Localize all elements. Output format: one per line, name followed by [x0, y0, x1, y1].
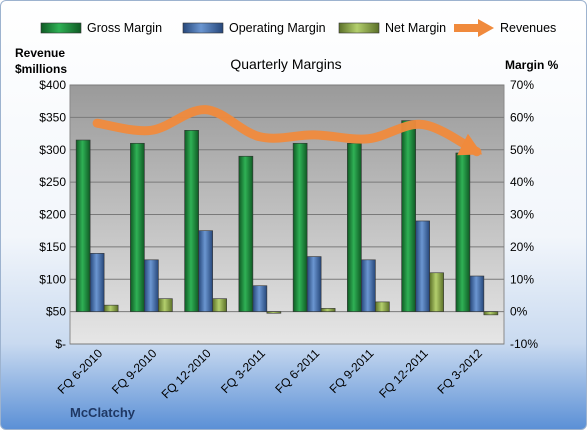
operating-margin-bar [198, 230, 213, 312]
revenues-arrowhead [457, 133, 483, 156]
gross-margin-bar [130, 142, 145, 312]
right-tick-label: 60% [510, 110, 534, 124]
gross-margin-bar [75, 139, 91, 312]
x-tick-label: FQ 12-2011 [376, 346, 431, 401]
x-tick-label: FQ 6-2010 [55, 346, 106, 397]
operating-margin-bar [469, 275, 485, 312]
right-tick-label: -10% [510, 337, 538, 351]
left-tick-label: $200 [39, 208, 66, 222]
x-tick-label: FQ 3-2011 [218, 346, 268, 396]
net-margin-bar [212, 298, 227, 312]
right-axis-title: Margin % [505, 58, 559, 72]
gross-margin-bar [238, 155, 254, 312]
right-axis-ticks: -10% 0% 10% 20% 30% 40% 50% 60% 70% [510, 78, 538, 351]
left-axis-ticks: $- $50 $100 $150 $200 $250 $300 $350 $400 [39, 78, 66, 351]
right-tick-label: 70% [510, 78, 534, 92]
revenues-line [92, 105, 482, 157]
operating-margin-legend-label: Operating Margin [229, 21, 326, 35]
bars [75, 120, 499, 316]
right-tick-label: 20% [510, 240, 534, 254]
left-tick-label: $300 [39, 143, 66, 157]
gross-margin-bar [455, 152, 471, 312]
left-tick-label: $350 [39, 110, 66, 124]
left-tick-label: $- [55, 337, 66, 351]
revenue-line [92, 105, 483, 157]
net-margin-legend-swatch [338, 22, 380, 34]
revenues-legend-arrow [478, 19, 494, 37]
net-margin-bar [266, 311, 282, 314]
left-tick-label: $250 [39, 175, 66, 189]
net-margin-bar [429, 272, 444, 312]
left-tick-label: $100 [39, 272, 66, 286]
x-axis-ticks: FQ 6-2010 FQ 9-2010 FQ 12-2010 FQ 3-2011 FQ … [55, 346, 485, 401]
left-tick-label: $150 [39, 240, 66, 254]
operating-margin-bar [89, 253, 105, 312]
net-margin-bar [320, 308, 336, 312]
net-margin-bar [483, 311, 499, 316]
net-margin-bar [103, 304, 119, 312]
left-axis-title-line2: $millions [15, 62, 67, 76]
x-tick-label: FQ 9-2011 [327, 346, 377, 396]
gross-margin-bar [184, 130, 199, 312]
right-tick-label: 30% [510, 208, 534, 222]
operating-margin-bar [144, 259, 159, 312]
legend: Gross Margin Operating Margin Net Margin Re… [40, 19, 556, 37]
gross-margin-bar [401, 120, 416, 312]
gross-margin-legend-label: Gross Margin [87, 21, 162, 35]
right-tick-label: 50% [510, 143, 534, 157]
left-axis-title-line1: Revenue [15, 46, 65, 60]
revenues-legend-label: Revenues [500, 21, 556, 35]
operating-margin-bar [306, 256, 322, 312]
right-tick-label: 0% [510, 305, 528, 319]
gross-margin-bar [292, 142, 308, 312]
net-margin-legend-label: Net Margin [385, 21, 446, 35]
right-tick-label: 10% [510, 272, 534, 286]
net-margin-bar [375, 301, 390, 312]
chart-title: Quarterly Margins [230, 56, 341, 72]
left-tick-label: $400 [39, 78, 66, 92]
operating-margin-legend-swatch [182, 22, 224, 34]
gross-margin-bar [347, 142, 362, 312]
x-tick-label: FQ 6-2011 [272, 346, 322, 396]
gross-margin-legend-swatch [40, 22, 82, 34]
company-name: McClatchy [70, 405, 136, 420]
x-tick-label: FQ 3-2012 [435, 346, 486, 397]
left-tick-label: $50 [46, 305, 66, 319]
x-tick-label: FQ 9-2010 [109, 346, 160, 397]
net-margin-bar [158, 298, 173, 312]
right-tick-label: 40% [510, 175, 534, 189]
operating-margin-bar [252, 285, 268, 312]
x-tick-label: FQ 12-2010 [159, 346, 214, 401]
operating-margin-bar [415, 220, 430, 312]
operating-margin-bar [361, 259, 376, 312]
